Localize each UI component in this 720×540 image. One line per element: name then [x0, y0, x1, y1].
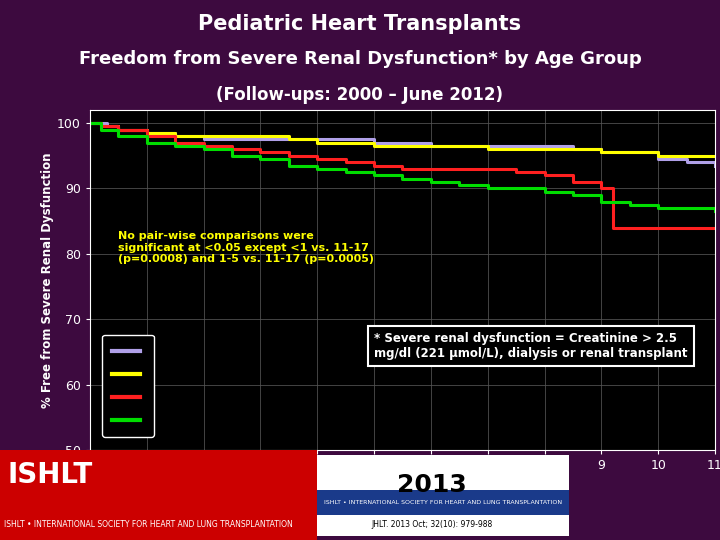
X-axis label: Years: Years: [379, 477, 426, 492]
Text: 2013: 2013: [397, 472, 467, 496]
Y-axis label: % Free from Severe Renal Dysfunction: % Free from Severe Renal Dysfunction: [41, 152, 54, 408]
Text: Pediatric Heart Transplants: Pediatric Heart Transplants: [199, 14, 521, 34]
Text: ISHLT: ISHLT: [7, 461, 92, 489]
Legend: , , , : , , ,: [102, 335, 154, 437]
FancyBboxPatch shape: [317, 455, 569, 536]
Text: * Severe renal dysfunction = Creatinine > 2.5
mg/dl (221 μmol/L), dialysis or re: * Severe renal dysfunction = Creatinine …: [374, 332, 688, 360]
Text: ISHLT • INTERNATIONAL SOCIETY FOR HEART AND LUNG TRANSPLANTATION: ISHLT • INTERNATIONAL SOCIETY FOR HEART …: [324, 500, 562, 505]
FancyBboxPatch shape: [317, 490, 569, 515]
Text: Freedom from Severe Renal Dysfunction* by Age Group: Freedom from Severe Renal Dysfunction* b…: [78, 50, 642, 69]
Text: No pair-wise comparisons were
significant at <0.05 except <1 vs. 11-17
(p=0.0008: No pair-wise comparisons were significan…: [118, 231, 374, 264]
Text: ISHLT • INTERNATIONAL SOCIETY FOR HEART AND LUNG TRANSPLANTATION: ISHLT • INTERNATIONAL SOCIETY FOR HEART …: [4, 520, 292, 529]
FancyBboxPatch shape: [0, 450, 317, 540]
Text: JHLT. 2013 Oct; 32(10): 979-988: JHLT. 2013 Oct; 32(10): 979-988: [372, 520, 492, 529]
Text: (Follow-ups: 2000 – June 2012): (Follow-ups: 2000 – June 2012): [217, 86, 503, 104]
